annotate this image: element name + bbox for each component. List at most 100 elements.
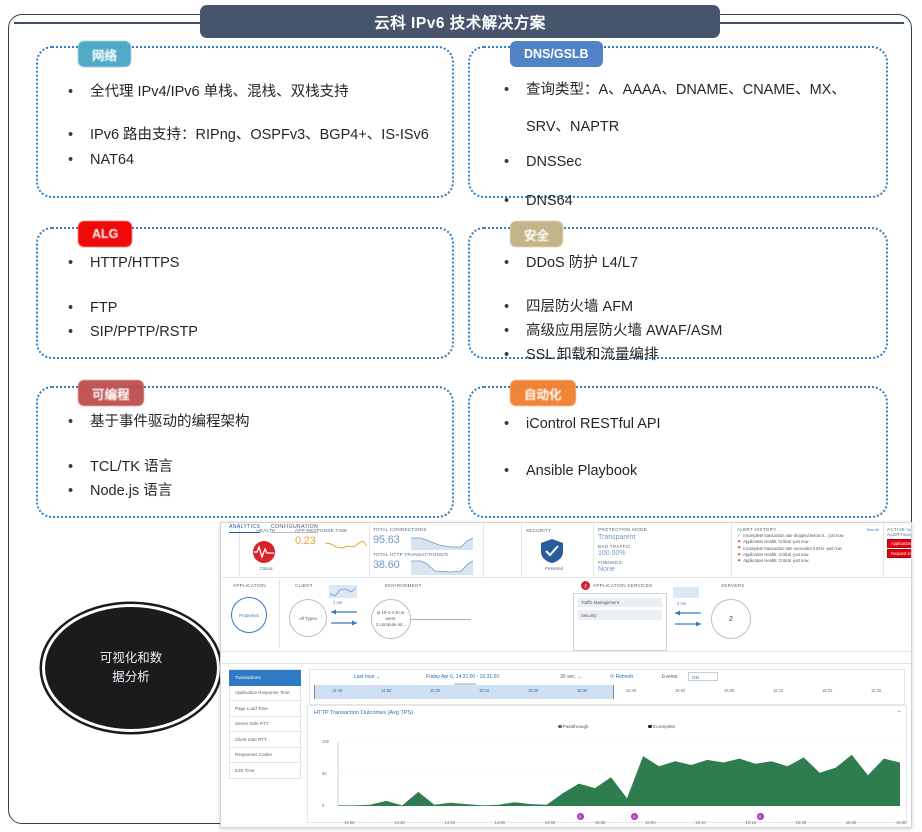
analytics-menu-item[interactable]: Transactions bbox=[229, 670, 301, 686]
bullet-text: HTTP/HTTPS bbox=[90, 255, 180, 271]
http-transactions-sparkline bbox=[411, 560, 473, 575]
analytics-menu-item[interactable]: Application Response Time bbox=[229, 685, 301, 701]
analytics-menu-item[interactable]: Responses Codes bbox=[229, 747, 301, 763]
kpi-app-response-label: APP RESPONSE TIME bbox=[295, 528, 348, 533]
bullet-dot: • bbox=[504, 154, 510, 171]
series-passthrough-area bbox=[338, 754, 900, 806]
kpi-total-connections-label: TOTAL CONNECTIONS bbox=[373, 527, 427, 532]
alert-history-item[interactable]: ✦ Application Health: Critical -just now bbox=[737, 552, 879, 558]
alert-history-item[interactable]: ✦ Application Health: Critical -just now bbox=[737, 539, 879, 545]
chart-event-pin[interactable]: 0 bbox=[576, 812, 585, 821]
refresh-icon: ⟳ bbox=[610, 674, 615, 680]
timeline-selection[interactable] bbox=[314, 685, 614, 699]
timeline-tick: 16:00 bbox=[724, 688, 735, 693]
card-badge-automation: 自动化 bbox=[510, 380, 576, 406]
analytics-menu-item[interactable]: Page Load Time bbox=[229, 701, 301, 717]
flow-app-services-label: APPLICATION SERVICES bbox=[593, 583, 653, 588]
bullet-dot: • bbox=[68, 459, 74, 476]
bullet-text: DNSSec bbox=[526, 154, 582, 171]
flow-environment-label: ENVIRONMENT bbox=[385, 583, 422, 588]
chart-x-tick: 14:50 bbox=[494, 820, 506, 825]
alert-history-item[interactable]: ✦ Application Health: Critical -just now bbox=[737, 558, 879, 564]
app-response-sparkline bbox=[325, 540, 367, 549]
bullet-dot: • bbox=[504, 193, 510, 210]
analytics-menu-item[interactable]: Server Side RTT bbox=[229, 716, 301, 732]
active-alerts-see-all[interactable]: See All bbox=[906, 527, 912, 537]
flow-node-environment[interactable]: ip-10-1-1-9.us-west-2.compute.int... bbox=[371, 599, 411, 639]
app-service-item[interactable]: Security bbox=[578, 610, 662, 620]
flow-node-application[interactable]: Properties bbox=[231, 597, 267, 633]
kpi-health-label: HEALTH bbox=[256, 528, 276, 533]
bullet-dot: • bbox=[68, 414, 74, 430]
alert-history-item[interactable]: ✦ Incomplete transaction rate exceeded 0.… bbox=[737, 546, 879, 552]
card-badge-dns-gslb: DNS/GSLB bbox=[510, 41, 603, 67]
chart-x-tick: 14:45 bbox=[444, 820, 455, 825]
active-alerts-list: Application Health: CriticalRequest erro… bbox=[887, 538, 911, 558]
toolbar-interval-select[interactable]: 30 sec. ⌄ bbox=[560, 674, 582, 680]
flow-app-services-panel: Traffic Management Security bbox=[573, 593, 667, 651]
analytics-menu-item[interactable]: Client Side RTT bbox=[229, 732, 301, 748]
card-security-bullets: • DDoS 防护 L4/L7 • 四层防火墙 AFM • 高级应用层防火墙 AWAF… bbox=[504, 251, 872, 366]
bullet-dot: • bbox=[68, 127, 74, 144]
check-icon: ✓ bbox=[737, 532, 742, 539]
bullet-dot: • bbox=[68, 300, 74, 317]
card-badge-network: 网络 bbox=[78, 41, 132, 67]
alert-text: Application Health: Critical -just now bbox=[743, 539, 809, 545]
timeline-tick: 15:40 bbox=[626, 688, 637, 693]
timeline-tick: 16:10 bbox=[773, 688, 784, 693]
alert-history-title: ALERT HISTORY bbox=[737, 527, 777, 532]
chart-event-pin[interactable]: 0 bbox=[630, 812, 639, 821]
bullet-dot: • bbox=[68, 324, 74, 341]
active-alert-item[interactable]: Request error rate exceeded 0.05% bbox=[887, 549, 911, 558]
toolbar-range-select[interactable]: Last hour ⌄ bbox=[354, 674, 381, 680]
chart-y-tick: 100 bbox=[322, 739, 329, 744]
kpi-total-http-label: TOTAL HTTP TRANSACTIONS/s bbox=[373, 552, 449, 557]
events-label: Events: bbox=[662, 674, 679, 680]
timeline-tick: 16:20 bbox=[822, 688, 833, 693]
legend-incomplete[interactable]: Incomplete bbox=[648, 724, 675, 729]
bullet-text: NAT64 bbox=[90, 152, 135, 169]
chart-x-tick: 14:40 bbox=[394, 820, 405, 825]
alert-text: Application Health: Critical -just now bbox=[743, 558, 809, 564]
bullet-text: DDoS 防护 L4/L7 bbox=[526, 255, 639, 271]
bullet-dot: • bbox=[504, 299, 510, 316]
app-services-icon: f bbox=[581, 581, 590, 590]
shield-protected-icon bbox=[541, 539, 563, 563]
bullet-dot: • bbox=[68, 483, 74, 500]
toolbar-date-range: Friday Apr 6, 14:31:00 - 15:31:20 bbox=[426, 674, 500, 680]
events-toggle[interactable]: ON bbox=[688, 672, 718, 681]
card-security: • DDoS 防护 L4/L7 • 四层防火墙 AFM • 高级应用层防火墙 AWAF… bbox=[468, 227, 888, 363]
bullet-dot: • bbox=[504, 255, 510, 271]
alert-history-item[interactable]: ✓ Incomplete transaction rate dropped bel… bbox=[737, 533, 879, 539]
timeline-tick: 15:30 bbox=[577, 688, 588, 693]
chart-panel: HTTP Transaction Outcomes (Avg TPS) − Pa… bbox=[307, 705, 907, 825]
flow-node-client[interactable]: All Types bbox=[289, 599, 327, 637]
critical-icon: ✦ bbox=[737, 558, 742, 565]
app-service-item[interactable]: Traffic Management bbox=[578, 598, 662, 608]
flow-node-servers[interactable]: 2 bbox=[711, 599, 751, 639]
tab-configuration[interactable]: CONFIGURATION bbox=[271, 524, 319, 533]
viz-line-2: 据分析 bbox=[112, 670, 150, 684]
analytics-menu-item[interactable]: E2E Time bbox=[229, 763, 301, 779]
card-prog-bullets: • 基于事件驱动的编程架构 • TCL/TK 语言 • Node.js 语言 bbox=[68, 410, 438, 502]
chart-event-pin[interactable]: 0 bbox=[756, 812, 765, 821]
card-badge-alg: ALG bbox=[78, 221, 133, 247]
tab-analytics[interactable]: ANALYTICS bbox=[229, 524, 261, 533]
timeline-tick: 15:10 bbox=[479, 688, 490, 693]
card-auto-bullets: • iControl RESTful API • Ansible Playbook bbox=[504, 412, 872, 482]
bullet-dot: • bbox=[68, 255, 74, 271]
timeline-tick: 15:00 bbox=[430, 688, 441, 693]
alert-history-see-all[interactable]: See All bbox=[866, 527, 879, 532]
bullet-dot: • bbox=[68, 152, 74, 169]
card-dns-bullets: • 查询类型：A、AAAA、DNAME、CNAME、MX、 SRV、NAPTR •… bbox=[504, 78, 872, 212]
legend-swatch bbox=[648, 724, 652, 728]
collapse-icon[interactable]: − bbox=[896, 709, 901, 716]
bullet-text: DNS64 bbox=[526, 193, 573, 210]
refresh-button[interactable]: ⟳ Refresh bbox=[610, 674, 634, 680]
legend-passthrough[interactable]: Passthrough bbox=[558, 724, 589, 729]
dashboard-tabbar bbox=[221, 651, 911, 664]
kpi-findings-label: FINDINGS bbox=[598, 560, 622, 565]
alert-history-list: ✓ Incomplete transaction rate dropped bel… bbox=[737, 533, 879, 565]
critical-icon: ✦ bbox=[737, 551, 742, 558]
active-alert-item[interactable]: Application Health: Critical bbox=[887, 538, 911, 548]
